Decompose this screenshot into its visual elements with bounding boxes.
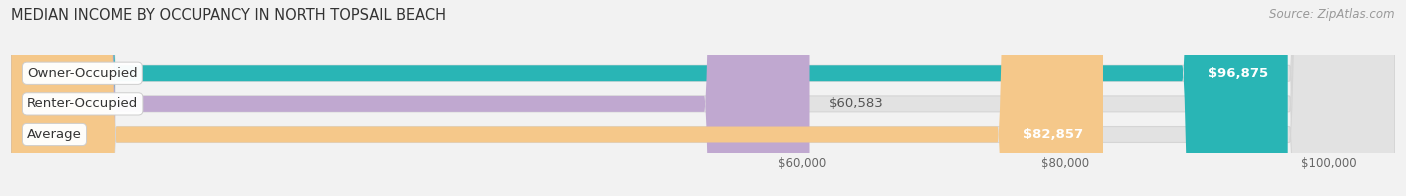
FancyBboxPatch shape [11, 0, 1102, 196]
Text: Renter-Occupied: Renter-Occupied [27, 97, 138, 110]
FancyBboxPatch shape [11, 0, 1395, 196]
Text: Average: Average [27, 128, 82, 141]
FancyBboxPatch shape [11, 0, 1288, 196]
FancyBboxPatch shape [11, 0, 1395, 196]
Text: Owner-Occupied: Owner-Occupied [27, 67, 138, 80]
Text: $96,875: $96,875 [1208, 67, 1268, 80]
FancyBboxPatch shape [11, 0, 810, 196]
Text: $82,857: $82,857 [1024, 128, 1083, 141]
FancyBboxPatch shape [11, 0, 1395, 196]
Text: Source: ZipAtlas.com: Source: ZipAtlas.com [1270, 8, 1395, 21]
Text: MEDIAN INCOME BY OCCUPANCY IN NORTH TOPSAIL BEACH: MEDIAN INCOME BY OCCUPANCY IN NORTH TOPS… [11, 8, 446, 23]
Text: $60,583: $60,583 [830, 97, 884, 110]
